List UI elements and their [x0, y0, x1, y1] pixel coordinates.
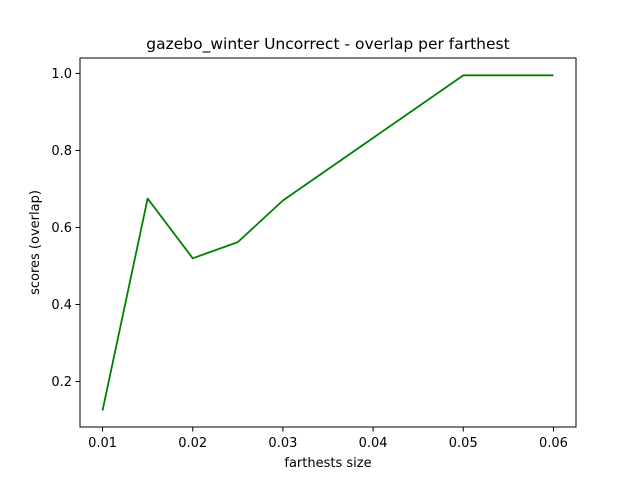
y-tick-label: 0.2: [51, 375, 72, 390]
y-axis: 0.2 0.4 0.6 0.8 1.0: [51, 67, 80, 390]
x-axis: 0.01 0.02 0.03 0.04 0.05 0.06: [88, 427, 568, 451]
x-axis-label: farthests size: [284, 456, 371, 471]
x-tick-label: 0.03: [268, 436, 297, 451]
x-tick-label: 0.01: [88, 436, 117, 451]
x-tick-label: 0.04: [359, 436, 388, 451]
x-tick-label: 0.02: [178, 436, 207, 451]
x-tick-label: 0.06: [539, 436, 568, 451]
y-tick-label: 0.4: [51, 298, 72, 313]
y-tick-label: 1.0: [51, 67, 72, 82]
y-tick-label: 0.6: [51, 221, 72, 236]
x-tick-label: 0.05: [449, 436, 478, 451]
y-axis-label: scores (overlap): [28, 190, 43, 295]
series-line: [101, 74, 554, 411]
axes-frame: [79, 57, 577, 428]
y-tick-label: 0.8: [51, 144, 72, 159]
chart-title: gazebo_winter Uncorrect - overlap per fa…: [146, 35, 509, 54]
plot-area: [101, 74, 554, 411]
